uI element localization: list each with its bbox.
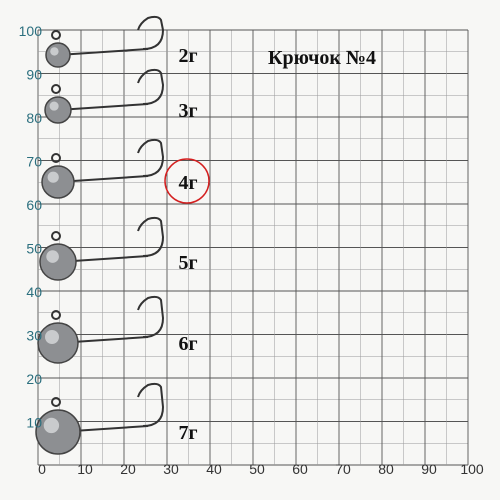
- lead-head: [41, 165, 75, 199]
- eyelet: [51, 231, 61, 241]
- x-axis-label: 80: [378, 461, 394, 477]
- head-shine: [46, 250, 59, 263]
- eyelet: [51, 84, 61, 94]
- head-shine: [49, 101, 59, 111]
- head-shine: [43, 417, 60, 434]
- y-axis-label: 40: [26, 284, 42, 300]
- graph-paper: [37, 29, 469, 466]
- eyelet: [51, 310, 61, 320]
- weight-label: 4г: [178, 172, 197, 194]
- y-axis-label: 60: [26, 197, 42, 213]
- x-axis-label: 40: [206, 461, 222, 477]
- weight-label: 5г: [178, 252, 197, 274]
- weight-label: 2г: [178, 45, 197, 67]
- eyelet: [51, 30, 61, 40]
- hook: [57, 68, 165, 111]
- jig-heads: [35, 15, 165, 455]
- weight-label: 7г: [178, 422, 197, 444]
- x-axis-label: 70: [335, 461, 351, 477]
- lead-head: [37, 322, 79, 364]
- y-axis-label: 10: [26, 415, 42, 431]
- lead-head: [44, 96, 72, 124]
- y-axis-label: 100: [19, 23, 43, 39]
- lead-head: [35, 409, 81, 455]
- x-axis-label: 90: [421, 461, 437, 477]
- hook: [57, 15, 165, 56]
- title: Крючок №4: [268, 47, 376, 69]
- y-axis-label: 50: [26, 241, 42, 257]
- head-shine: [47, 171, 59, 183]
- y-axis-label: 70: [26, 154, 42, 170]
- x-axis-label: 50: [249, 461, 265, 477]
- eyelet: [51, 153, 61, 163]
- eyelet: [51, 397, 61, 407]
- y-axis-label: 90: [26, 67, 42, 83]
- x-axis-label: 20: [120, 461, 136, 477]
- head-shine: [50, 47, 59, 56]
- weight-label: 3г: [178, 100, 197, 122]
- x-axis-label: 60: [292, 461, 308, 477]
- x-axis-label: 10: [77, 461, 93, 477]
- highlight-circle: [164, 158, 210, 204]
- x-axis-label: 0: [38, 461, 46, 477]
- x-axis-label: 30: [163, 461, 179, 477]
- x-axis-label: 100: [460, 461, 484, 477]
- weight-label: 6г: [178, 333, 197, 355]
- y-axis-label: 20: [26, 371, 42, 387]
- y-axis-label: 30: [26, 328, 42, 344]
- lead-head: [45, 42, 71, 68]
- y-axis-label: 80: [26, 110, 42, 126]
- head-shine: [45, 330, 59, 344]
- lead-head: [39, 243, 77, 281]
